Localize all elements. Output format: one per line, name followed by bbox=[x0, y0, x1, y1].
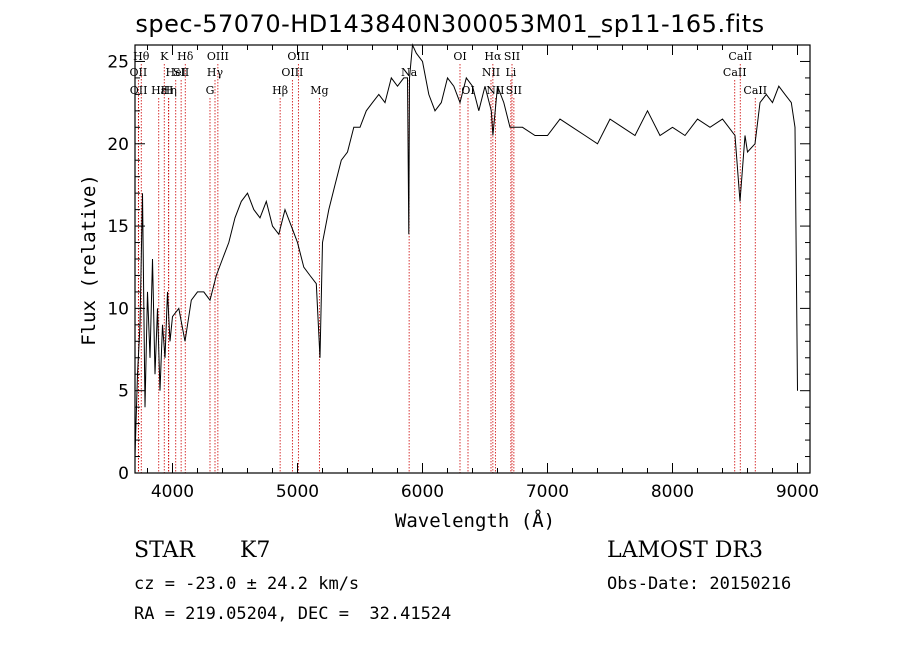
redshift-cz: cz = -23.0 ± 24.2 km/s bbox=[134, 574, 360, 594]
y-tick-label: 20 bbox=[107, 135, 129, 155]
observation-date: Obs-Date: 20150216 bbox=[607, 574, 792, 594]
spectrum-series-line bbox=[134, 43, 798, 457]
line-marker-label: OI bbox=[461, 84, 474, 97]
x-tick-label: 4000 bbox=[151, 482, 194, 502]
line-markers-layer bbox=[137, 64, 756, 473]
plot-frame bbox=[134, 44, 811, 474]
line-marker-label: OIII bbox=[281, 66, 303, 79]
y-tick-label: 0 bbox=[118, 464, 129, 484]
line-marker-label: Mg bbox=[310, 84, 328, 97]
line-marker-label: SII bbox=[504, 50, 520, 63]
line-marker-label: OIII bbox=[207, 50, 229, 63]
line-marker-label: HeI bbox=[166, 66, 186, 79]
line-marker-label: Hε bbox=[151, 84, 167, 97]
line-marker-label: Hβ bbox=[272, 84, 288, 97]
y-tick-label: 5 bbox=[118, 382, 129, 402]
y-tick-label: 15 bbox=[107, 217, 129, 237]
line-marker-label: OII bbox=[130, 66, 148, 79]
x-tick-label: 8000 bbox=[651, 482, 694, 502]
chart-title: spec-57070-HD143840N300053M01_sp11-165.f… bbox=[135, 10, 765, 38]
line-marker-label: G bbox=[206, 84, 215, 97]
line-marker-label: Hη bbox=[161, 84, 177, 97]
line-marker-label: OIII bbox=[287, 50, 309, 63]
line-marker-label: K bbox=[160, 50, 169, 63]
survey-name: LAMOST DR3 bbox=[607, 538, 763, 563]
line-marker-label: SII bbox=[173, 66, 189, 79]
y-tick-label: 25 bbox=[107, 52, 129, 72]
ra-dec-coordinates: RA = 219.05204, DEC = 32.41524 bbox=[134, 604, 452, 624]
x-tick-label: 9000 bbox=[776, 482, 819, 502]
x-axis-label: Wavelength (Å) bbox=[394, 510, 556, 532]
x-tick-label: 6000 bbox=[401, 482, 444, 502]
object-class: STAR bbox=[134, 538, 195, 563]
line-marker-label: Li bbox=[505, 66, 516, 79]
line-marker-label: Hα bbox=[484, 50, 502, 63]
line-marker-label: H bbox=[164, 84, 174, 97]
line-marker-label: NII bbox=[482, 66, 500, 79]
y-axis: 0 5 10 15 20 25 bbox=[107, 44, 810, 484]
line-marker-label: OI bbox=[453, 50, 466, 63]
line-marker-label: Hδ bbox=[177, 50, 194, 63]
object-subclass: K7 bbox=[240, 538, 271, 563]
x-tick-label: 7000 bbox=[526, 482, 569, 502]
line-marker-label: SII bbox=[506, 84, 522, 97]
y-axis-label: Flux (relative) bbox=[78, 174, 100, 346]
y-tick-label: 10 bbox=[107, 299, 129, 319]
x-axis: 4000 5000 6000 7000 8000 9000 bbox=[147, 45, 819, 502]
x-tick-label: 5000 bbox=[276, 482, 319, 502]
line-marker-label: CaII bbox=[728, 50, 752, 63]
line-marker-label: CaII bbox=[723, 66, 747, 79]
line-marker-label: Na bbox=[401, 66, 418, 79]
line-marker-label: OII bbox=[130, 84, 148, 97]
line-marker-label: NII bbox=[486, 84, 504, 97]
line-marker-label: Hγ bbox=[207, 66, 224, 79]
line-marker-label: Hθ bbox=[133, 50, 150, 63]
line-marker-label: CaII bbox=[743, 84, 767, 97]
